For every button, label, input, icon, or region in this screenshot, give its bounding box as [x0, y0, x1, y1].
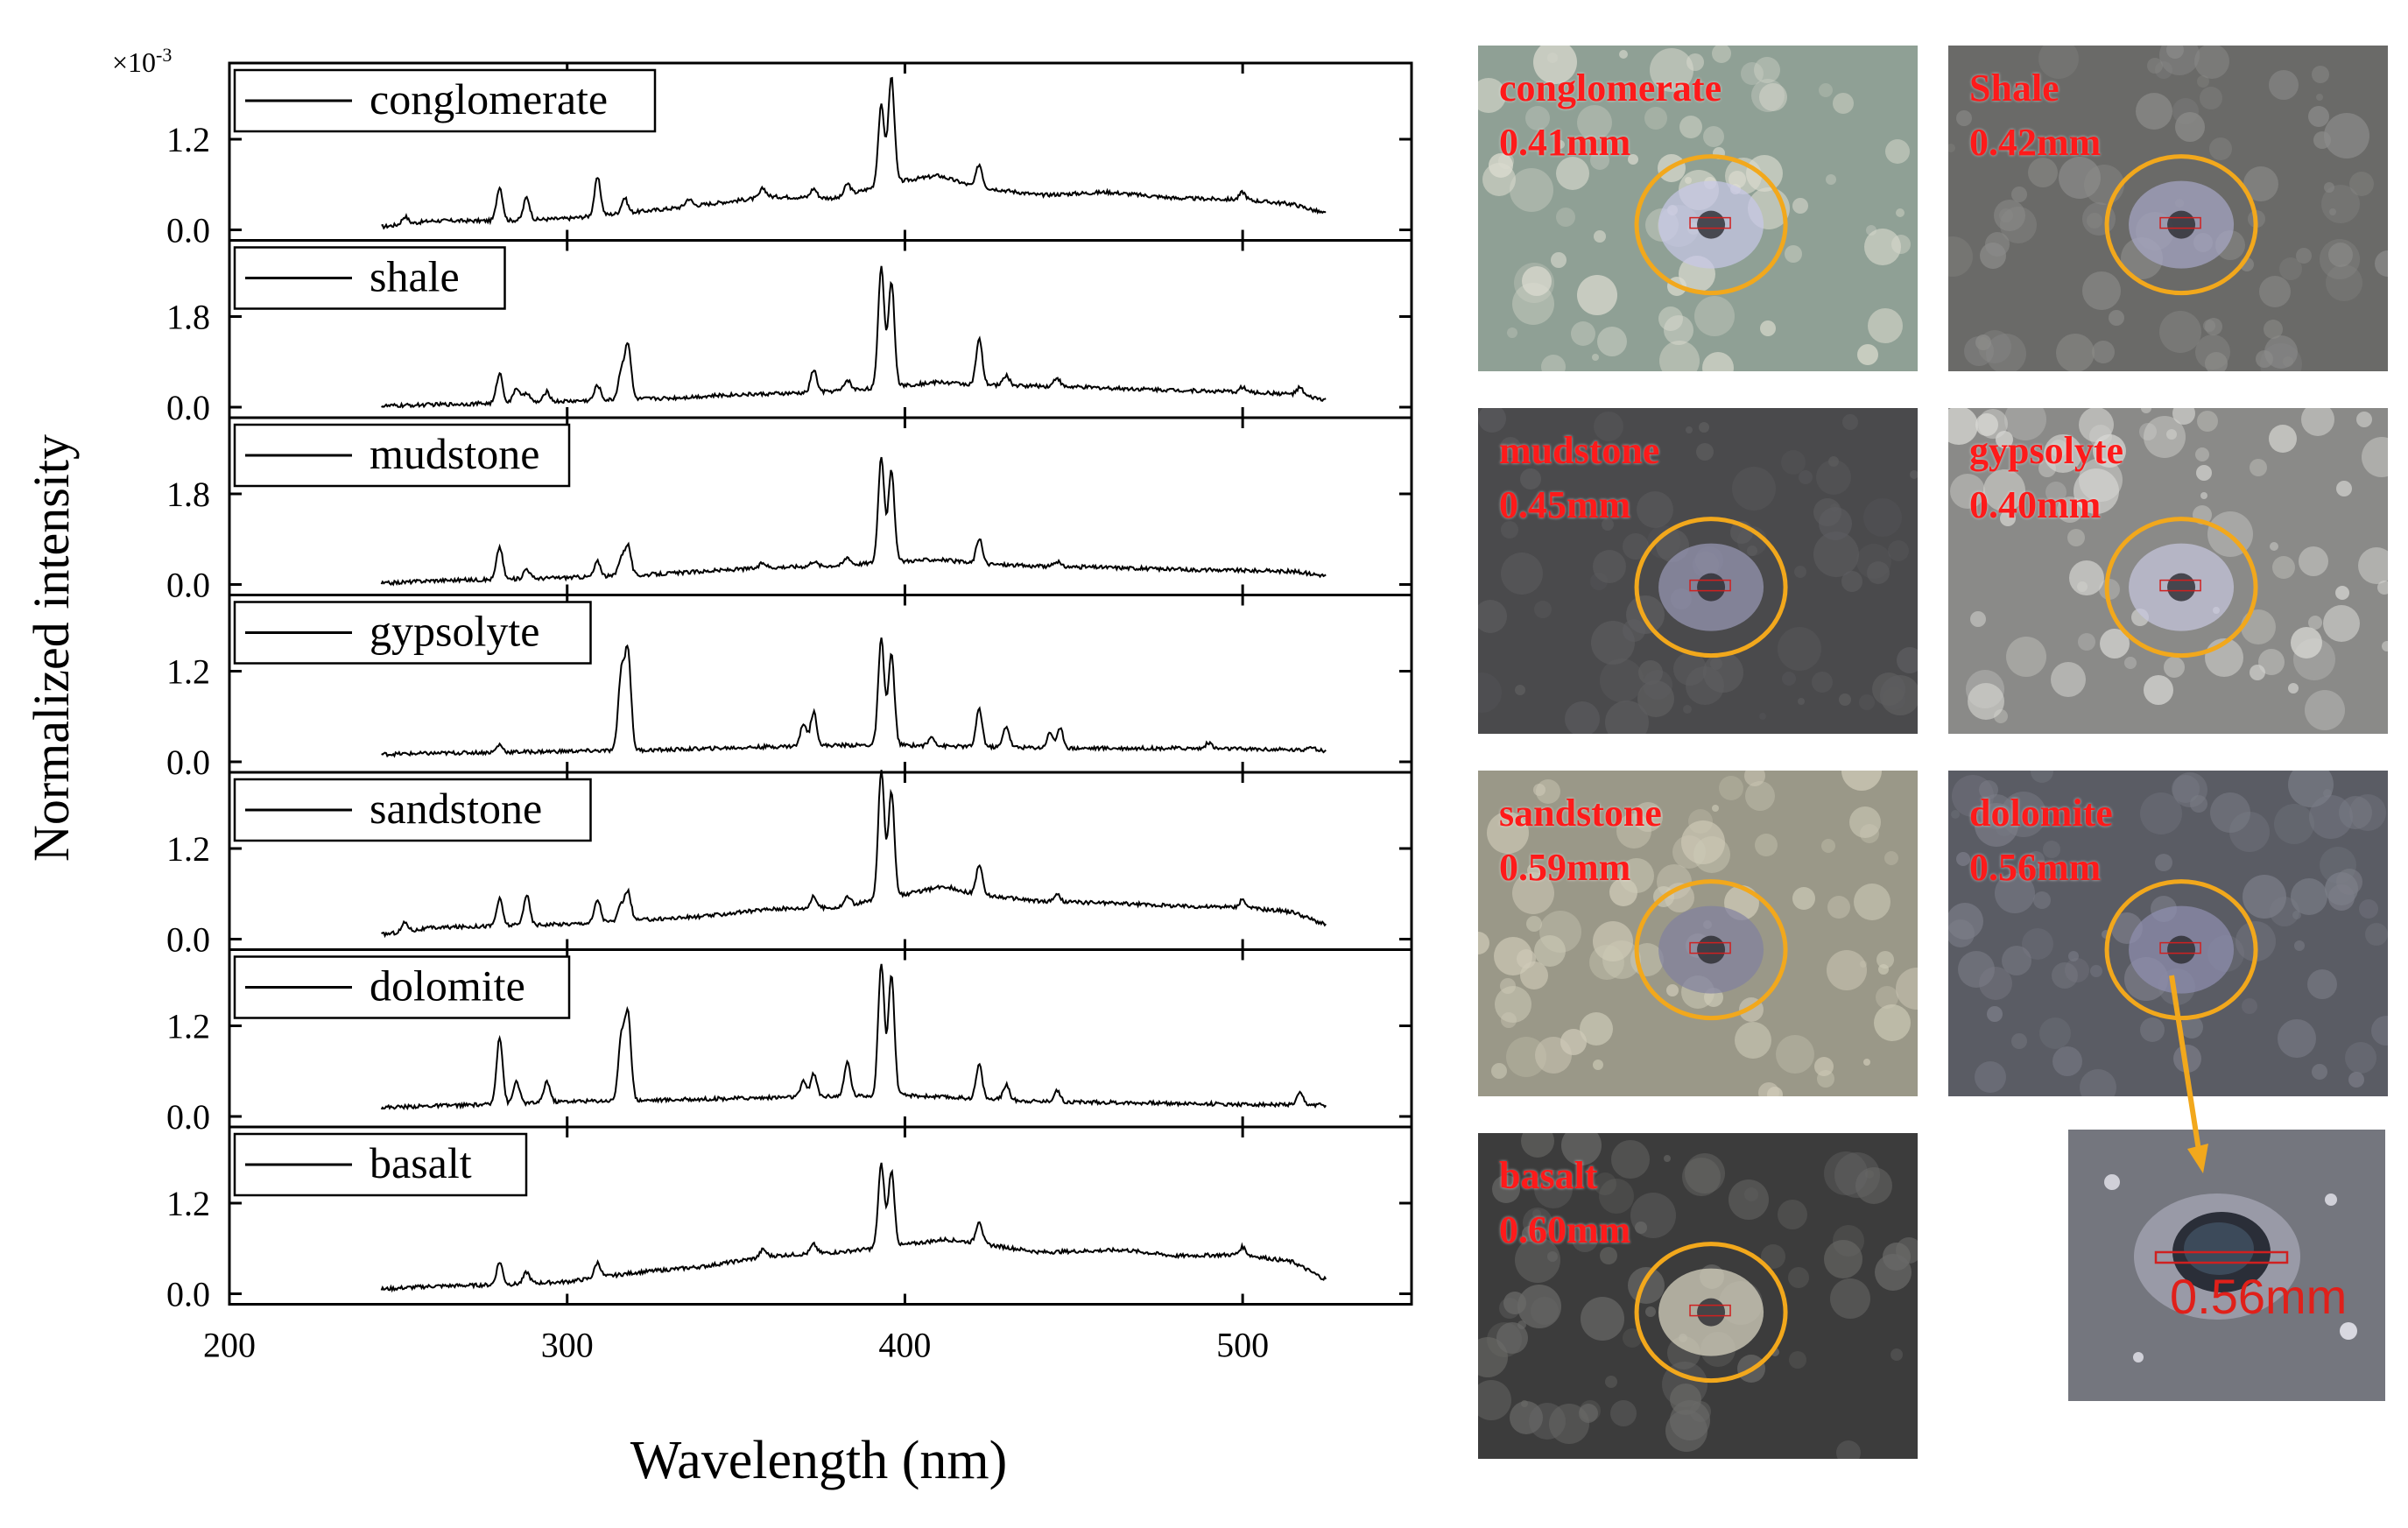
- y-tick-label: 0.0: [166, 211, 210, 250]
- legend-label: basalt: [370, 1138, 472, 1187]
- dolomite-zoom-inset: 0.56mm: [2068, 1130, 2385, 1401]
- y-axis-label: Normalized intensity: [23, 434, 80, 862]
- legend-box: [233, 778, 592, 842]
- legend-dolomite: dolomite: [233, 955, 571, 1019]
- photo-label-rock: sandstone: [1499, 792, 1662, 834]
- legend-label: mudstone: [370, 429, 539, 478]
- legend-label: conglomerate: [370, 74, 608, 123]
- y-tick-label: 0.0: [166, 920, 210, 960]
- y-tick-label: 0.0: [166, 566, 210, 605]
- x-tick-label: 500: [1216, 1326, 1269, 1365]
- panel-dolomite: 0.0 1.2 dolomite: [166, 948, 1413, 1137]
- photo-label-rock: conglomerate: [1499, 67, 1722, 109]
- y-tick-label: 1.2: [166, 120, 210, 159]
- y-tick-label: 1.2: [166, 829, 210, 869]
- panel-conglomerate: 0.0 1.2 conglomerate: [166, 61, 1413, 250]
- x-tick-label: 300: [541, 1326, 594, 1365]
- legend-mudstone: mudstone: [233, 423, 571, 488]
- photo-label-rock: basalt: [1499, 1154, 1598, 1197]
- spectra-chart: 0.0 1.2 conglomerate 0.0 1.8 shale 0.0 1.8 mudst…: [23, 44, 1413, 1490]
- photo-label-diameter: 0.42mm: [1969, 121, 2102, 164]
- panel-basalt: 0.0 1.2 basalt: [166, 1125, 1413, 1314]
- y-tick-label: 1.2: [166, 1184, 210, 1223]
- panel-sandstone: 0.0 1.2 sandstone: [166, 770, 1413, 960]
- y-tick-label: 0.0: [166, 1097, 210, 1137]
- legend-label: sandstone: [370, 784, 542, 833]
- y-tick-label: 1.8: [166, 475, 210, 514]
- spectrum-line-sandstone: [381, 770, 1327, 939]
- y-multiplier: ×10-3: [112, 44, 172, 78]
- spectrum-line-conglomerate: [381, 76, 1327, 230]
- x-tick-label: 200: [203, 1326, 256, 1365]
- panel-gypsolyte: 0.0 1.2 gypsolyte: [166, 594, 1413, 782]
- photo-shale: Shale 0.42mm: [1948, 46, 2388, 371]
- legend-label: dolomite: [370, 961, 525, 1010]
- photo-conglomerate: conglomerate 0.41mm: [1478, 46, 1918, 371]
- y-tick-label: 0.0: [166, 743, 210, 782]
- spectrum-line-dolomite: [380, 963, 1327, 1111]
- photo-basalt: basalt 0.60mm: [1478, 1133, 1918, 1459]
- legend-gypsolyte: gypsolyte: [233, 601, 592, 665]
- y-tick-label: 0.0: [166, 1275, 210, 1314]
- photo-label-diameter: 0.45mm: [1499, 483, 1631, 526]
- legend-label: shale: [370, 252, 460, 301]
- y-tick-label: 1.8: [166, 298, 210, 337]
- photo-label-rock: gypsolyte: [1969, 429, 2123, 472]
- photo-mudstone: mudstone 0.45mm: [1478, 408, 1918, 734]
- photo-sandstone: sandstone 0.59mm: [1478, 771, 1918, 1096]
- spectrum-line-shale: [381, 265, 1327, 409]
- photo-label-rock: mudstone: [1499, 429, 1660, 472]
- x-axis-label: Wavelength (nm): [630, 1431, 1008, 1490]
- spectrum-line-basalt: [380, 1162, 1327, 1293]
- panel-shale: 0.0 1.8 shale: [166, 239, 1413, 427]
- panel-mudstone: 0.0 1.8 mudstone: [166, 416, 1413, 605]
- y-tick-label: 1.2: [166, 1007, 210, 1046]
- photo-label-diameter: 0.59mm: [1499, 846, 1631, 889]
- legend-label: gypsolyte: [370, 607, 539, 656]
- legend-sandstone: sandstone: [233, 778, 592, 842]
- panel-frame: [228, 1125, 1413, 1306]
- photo-label-rock: dolomite: [1969, 792, 2113, 834]
- photo-gypsolyte: gypsolyte 0.40mm: [1948, 408, 2388, 734]
- spectrum-line-mudstone: [380, 456, 1327, 587]
- legend-shale: shale: [233, 246, 506, 310]
- photo-label-diameter: 0.41mm: [1499, 121, 1631, 164]
- zoom-arrow: [2169, 975, 2208, 1173]
- legend-basalt: basalt: [233, 1132, 528, 1197]
- x-tick-label: 400: [878, 1326, 931, 1365]
- zoom-scale-label: 0.56mm: [2170, 1269, 2348, 1324]
- photo-label-diameter: 0.56mm: [1969, 846, 2102, 889]
- photo-label-diameter: 0.40mm: [1969, 483, 2102, 526]
- y-tick-label: 0.0: [166, 388, 210, 427]
- legend-conglomerate: conglomerate: [233, 68, 657, 133]
- spectrum-line-gypsolyte: [381, 637, 1327, 758]
- photo-label-rock: Shale: [1969, 67, 2059, 109]
- photo-dolomite: dolomite 0.56mm: [1948, 771, 2388, 1096]
- y-multiplier-exponent: -3: [156, 44, 172, 66]
- photo-label-diameter: 0.60mm: [1499, 1208, 1631, 1251]
- y-tick-label: 1.2: [166, 652, 210, 692]
